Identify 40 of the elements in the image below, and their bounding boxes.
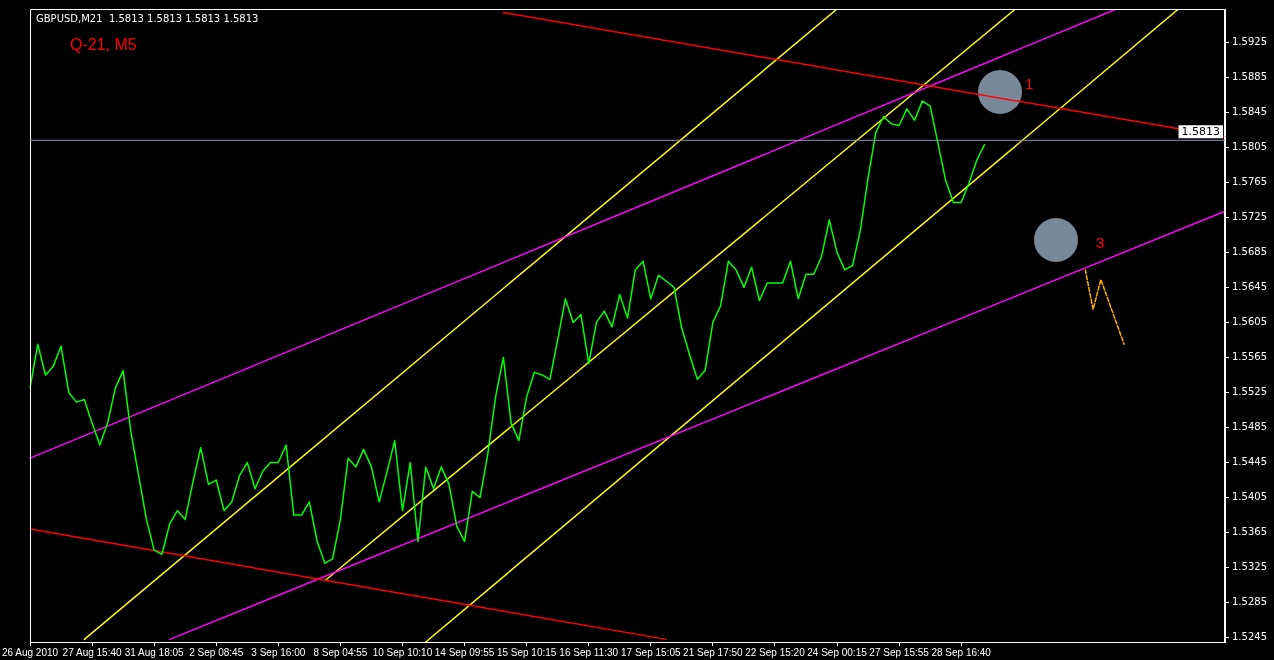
x-tick-label: 17 Sep 15:05 — [621, 646, 681, 658]
x-tick-label: 15 Sep 10:15 — [496, 646, 557, 658]
y-tick-label: 1.5685 — [1232, 245, 1268, 257]
x-tick-label: 27 Aug 15:40 — [62, 646, 122, 658]
x-tick-label: 3 Sep 16:00 — [251, 646, 306, 658]
y-tick-label: 1.5805 — [1232, 140, 1268, 152]
line-series — [1084, 269, 1125, 346]
y-tick-label: 1.5445 — [1232, 456, 1268, 468]
annotation: 3 — [1096, 234, 1105, 252]
y-tick-label: 1.5565 — [1232, 351, 1268, 363]
x-tick-label: 14 Sep 09:55 — [434, 646, 495, 658]
y-tick-label: 1.5485 — [1232, 421, 1268, 433]
x-tick-label: 26 Aug 2010 — [1, 646, 59, 658]
y-tick-label: 1.5365 — [1232, 526, 1268, 538]
x-tick-label: 16 Sep 11:30 — [559, 646, 619, 658]
x-tick-label: 21 Sep 17:50 — [683, 646, 744, 658]
y-tick-label: 1.5245 — [1232, 631, 1268, 643]
x-tick-label: 27 Sep 15:55 — [869, 646, 930, 658]
x-tick-label: 22 Sep 15:20 — [745, 646, 806, 658]
ref-line-label: 1.5813 — [1181, 125, 1221, 139]
y-tick-label: 1.5405 — [1232, 491, 1268, 503]
x-tick-label: 24 Sep 00:15 — [807, 646, 868, 658]
y-tick-label: 1.5325 — [1232, 561, 1268, 573]
x-tick-label: 8 Sep 04:55 — [313, 646, 368, 658]
annotation: 1 — [1025, 75, 1034, 93]
x-tick-label: 31 Aug 18:05 — [124, 646, 185, 658]
y-tick-label: 1.5605 — [1232, 316, 1268, 328]
y-tick-label: 1.5725 — [1232, 210, 1268, 222]
y-tick-label: 1.5645 — [1232, 281, 1268, 293]
chart-title: GBPUSD,M21 1.5813 1.5813 1.5813 1.5813 — [36, 12, 259, 24]
y-tick-label: 1.5845 — [1232, 105, 1268, 117]
y-tick-label: 1.5885 — [1232, 70, 1268, 82]
x-tick-label: 10 Sep 10:10 — [372, 646, 433, 658]
y-tick-label: 1.5925 — [1232, 35, 1268, 47]
annotation: Q-21, M5 — [70, 36, 137, 54]
y-tick-label: 1.5285 — [1232, 596, 1268, 608]
x-tick-label: 28 Sep 16:40 — [931, 646, 992, 658]
y-tick-label: 1.5525 — [1232, 386, 1268, 398]
x-tick-label: 2 Sep 08:45 — [189, 646, 244, 658]
y-tick-label: 1.5765 — [1232, 175, 1268, 187]
